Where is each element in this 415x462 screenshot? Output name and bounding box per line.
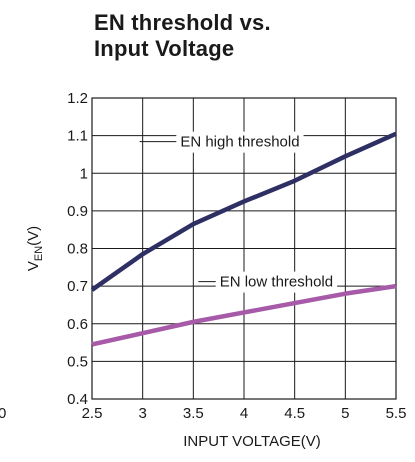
x-tick-label: 4 xyxy=(240,405,248,422)
y-tick-label: 0.7 xyxy=(67,278,88,295)
annotation-backing-en-high-threshold xyxy=(176,131,304,153)
y-tick-label: 0.5 xyxy=(67,353,88,370)
y-tick-label: 1 xyxy=(80,165,88,182)
annotation-backing-en-low-threshold xyxy=(215,271,338,293)
x-tick-label: 3 xyxy=(138,405,146,422)
series-line-en-low-threshold xyxy=(91,283,397,347)
chart-title: EN threshold vs. Input Voltage xyxy=(94,10,271,62)
annotation-en-high-threshold: EN high threshold xyxy=(180,134,299,151)
annotation-en-low-threshold: EN low threshold xyxy=(220,274,333,291)
plot-frame xyxy=(91,97,397,400)
chart-title-line-2: Input Voltage xyxy=(94,36,235,61)
y-tick-label: 1.2 xyxy=(67,90,88,107)
x-tick-label: 3.5 xyxy=(183,405,204,422)
y-tick-labels: 0.4 0.5 0.6 0.7 0.8 0.9 1 1.1 1.2 xyxy=(67,90,88,408)
chart-title-line-1: EN threshold vs. xyxy=(94,10,271,35)
y-axis-label-unit: (V) xyxy=(25,226,42,246)
x-tick-label: 4.5 xyxy=(284,405,305,422)
y-tick-label: 0.8 xyxy=(67,241,88,258)
y-axis-label-main: V xyxy=(25,261,42,271)
x-tick-labels: 2.5 3 3.5 4 4.5 5 5.5 xyxy=(82,405,407,422)
y-tick-label: 1.1 xyxy=(67,128,88,145)
y-tick-label: 0.4 xyxy=(67,391,88,408)
x-tick-label: 5 xyxy=(341,405,349,422)
edge-fragment-text: 0 xyxy=(0,405,6,422)
x-tick-label: 5.5 xyxy=(386,405,407,422)
series-group: EN high threshold EN low threshold xyxy=(90,131,397,347)
x-tick-label: 2.5 xyxy=(82,405,103,422)
series-line-en-high-threshold xyxy=(90,131,397,292)
y-tick-label: 0.6 xyxy=(67,316,88,333)
y-tick-label: 0.9 xyxy=(67,203,88,220)
x-axis-label: INPUT VOLTAGE(V) xyxy=(183,433,321,450)
y-axis-label: VEN(V) xyxy=(25,226,45,271)
y-axis-label-subscript: EN xyxy=(33,246,45,261)
